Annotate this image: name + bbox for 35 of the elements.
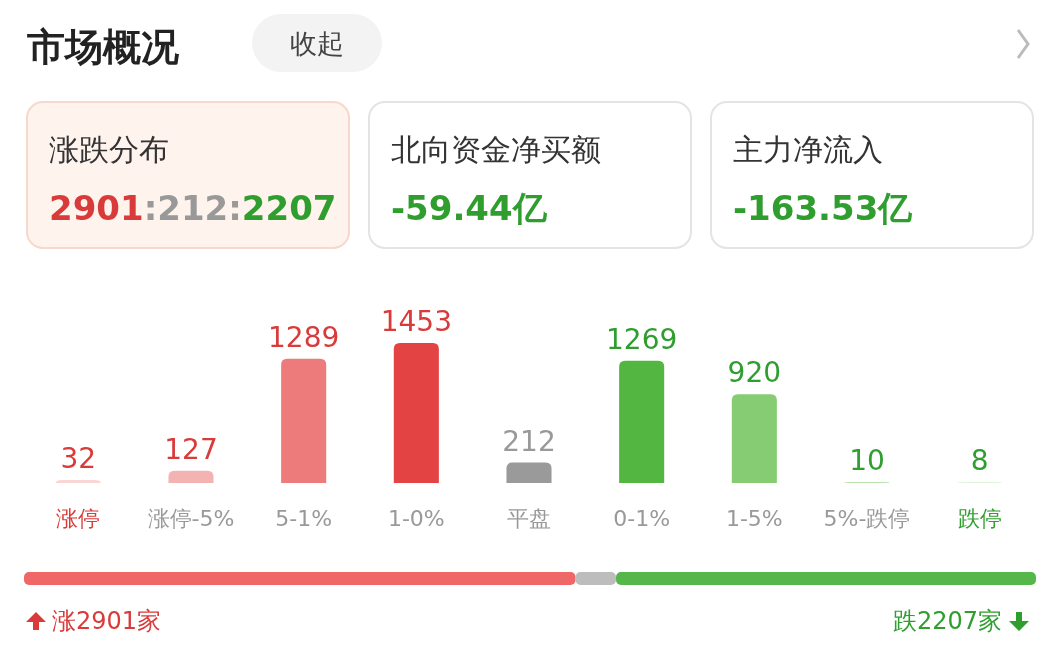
bar [506,462,552,483]
text: 市场概况 [27,25,179,69]
data-label: 8 [970,444,989,478]
x-tick-label: 涨停 [56,506,101,531]
x-tick-label: 5-1% [275,506,333,531]
bar [393,343,439,483]
data-label: 1269 [606,322,678,356]
text: 2901:212:2207 [49,188,337,228]
text: 涨跌分布 [49,132,169,167]
data-label: 10 [849,444,885,478]
x-tick-label: 跌停 [957,506,1002,531]
x-tick-label: 涨停-5% [147,506,235,531]
text: 主力净流入 [733,132,883,167]
data-label: 1289 [268,320,340,354]
text: 跌2207家 [892,607,1002,635]
x-tick-label: 5%-跌停 [823,506,911,531]
data-label: 920 [727,356,782,390]
text: 北向资金净买额 [391,132,601,167]
text: -59.44亿 [391,188,548,228]
data-label: 1453 [380,305,452,338]
x-tick-label: 1-5% [725,506,783,531]
text: 涨2901家 [52,607,162,635]
text: -163.53亿 [733,188,914,228]
data-label: 32 [60,441,97,475]
bar [731,394,777,483]
text: 收起 [290,28,344,59]
x-tick-label: 0-1% [613,506,671,531]
data-label: 212 [502,424,556,458]
x-tick-label: 平盘 [507,506,551,531]
bar [619,360,665,483]
bar [55,479,101,483]
bar [168,470,214,483]
x-tick-label: 1-0% [387,506,445,531]
data-label: 127 [164,432,218,466]
bar [281,358,327,483]
